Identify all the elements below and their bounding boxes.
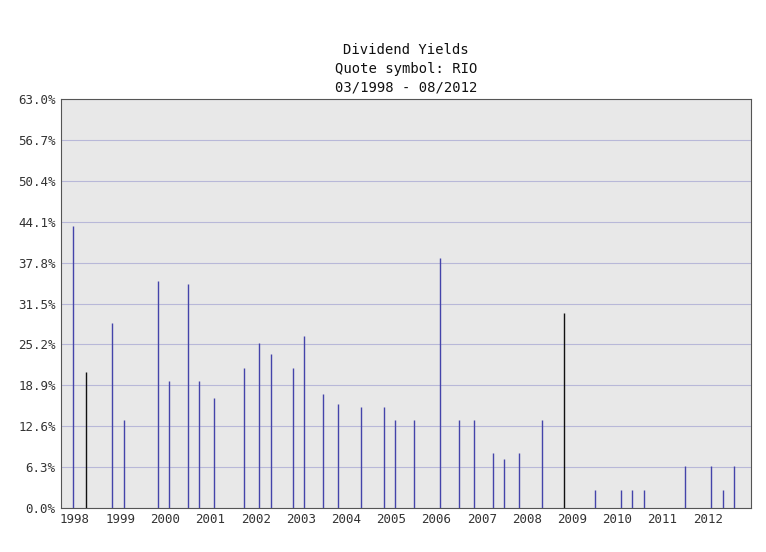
Title: Dividend Yields
Quote symbol: RIO
03/1998 - 08/2012: Dividend Yields Quote symbol: RIO 03/199…	[335, 43, 477, 94]
